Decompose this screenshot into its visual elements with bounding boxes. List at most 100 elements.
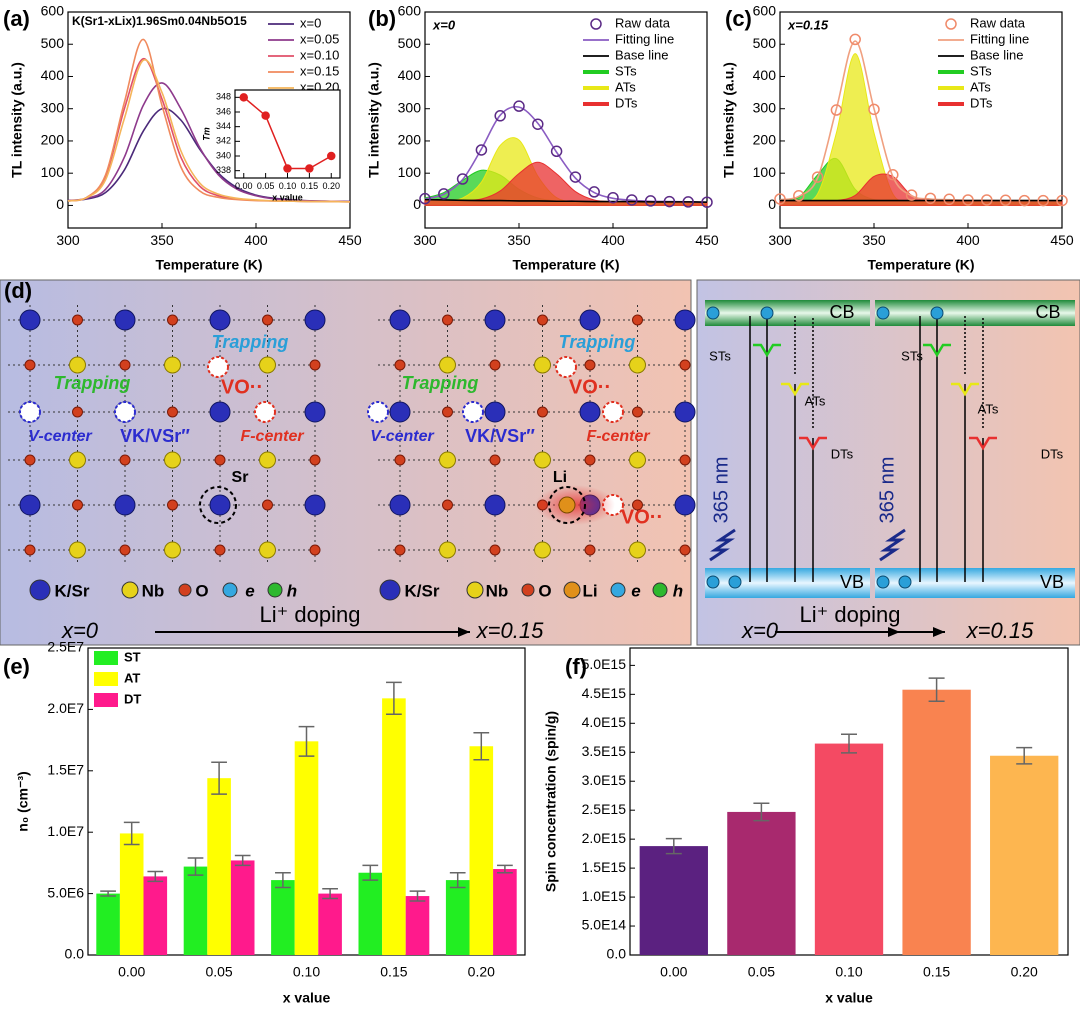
y-tick-label: 4.0E15	[582, 714, 627, 730]
y-tick-label: 0	[413, 196, 421, 212]
panel-label: (b)	[368, 6, 396, 31]
o-atom	[309, 544, 321, 556]
o-atom	[537, 314, 548, 326]
y-tick-label: 300	[41, 99, 65, 115]
ks-atom	[674, 494, 696, 516]
data-point	[701, 196, 713, 208]
legend-label: STs	[615, 63, 637, 78]
nb-atom	[629, 541, 646, 559]
diagram-text: Li	[582, 581, 597, 600]
legend-label: DTs	[615, 95, 638, 110]
y-tick-label: 200	[398, 132, 422, 148]
diagram-text: V-center	[370, 428, 434, 445]
trap-level	[799, 436, 827, 451]
arrow-head	[458, 627, 470, 637]
data-point	[419, 192, 431, 205]
diagram-text: x=0.15	[966, 618, 1034, 643]
legend-glyph	[379, 579, 401, 601]
data-point	[811, 171, 824, 183]
data-point	[644, 195, 657, 207]
diagram-text: Li⁺ doping	[800, 602, 901, 627]
data-point	[849, 33, 861, 46]
diagram-text: O	[538, 581, 551, 600]
error-bar	[1016, 746, 1033, 765]
diagram-text: x=0	[61, 618, 99, 643]
o-atom	[72, 406, 83, 418]
x-axis-label: x value	[283, 990, 331, 1006]
bar	[639, 846, 708, 955]
x-tick-label: 400	[601, 232, 625, 248]
ks-atom	[484, 309, 506, 331]
diagram-text: Trapping	[402, 373, 479, 393]
y-axis-label: n₀ (cm⁻³)	[15, 771, 31, 831]
error-bar	[298, 725, 315, 757]
o-atom	[394, 544, 406, 556]
diagram-text: VO··	[221, 376, 263, 398]
o-atom	[537, 406, 548, 418]
legend-label: x=0	[300, 15, 321, 30]
legend-swatch	[938, 102, 964, 106]
data-point	[830, 104, 843, 116]
data-point	[588, 186, 600, 198]
x-axis-label: x value	[272, 192, 303, 202]
ks-atom	[484, 494, 506, 516]
o-atom	[632, 499, 643, 511]
legend-swatch	[94, 651, 118, 665]
nb-atom	[534, 451, 551, 469]
o-atom	[442, 406, 453, 418]
x-tick-label: 450	[1050, 232, 1074, 248]
legend-swatch	[583, 70, 609, 74]
y-tick-label: 500	[398, 35, 422, 51]
electron	[876, 306, 890, 320]
ks-atom	[114, 309, 136, 331]
legend-glyph	[466, 581, 484, 599]
diagram-text: e	[631, 581, 640, 600]
o-atom	[584, 454, 596, 466]
x-axis-label: x value	[825, 990, 873, 1006]
electron	[706, 575, 720, 589]
photon	[709, 528, 736, 562]
o-atom	[584, 544, 596, 556]
legend-label: STs	[970, 63, 992, 78]
y-tick-label: 1.0E15	[582, 888, 627, 904]
vacancy	[602, 401, 624, 423]
y-axis-label: TL intensity (a.u.)	[721, 62, 737, 178]
y-axis-label: Spin concentration (spin/g)	[543, 711, 559, 892]
data-point	[513, 100, 525, 112]
x-tick-label: 0.00	[118, 964, 145, 980]
x-tick-label: 0.20	[1011, 964, 1038, 980]
cb-band	[875, 300, 1075, 326]
site-marker	[199, 486, 237, 524]
o-atom	[632, 406, 643, 418]
y-tick-label: 300	[398, 99, 422, 115]
ks-atom	[674, 401, 696, 423]
nb-atom	[164, 451, 181, 469]
vacancy	[114, 401, 136, 423]
legend-swatch	[583, 86, 609, 90]
o-atom	[167, 314, 178, 326]
ks-atom	[484, 401, 506, 423]
x-tick-label: 0.05	[205, 964, 232, 980]
diagram-text: VB	[840, 572, 864, 592]
electron	[706, 306, 720, 320]
plot-frame	[67, 11, 351, 229]
legend-glyph	[652, 582, 668, 598]
vacancy	[367, 401, 389, 423]
bar	[358, 872, 383, 955]
bar	[814, 743, 884, 955]
bar	[96, 893, 120, 955]
annotation: x=0.15	[787, 17, 829, 32]
o-atom	[119, 454, 131, 466]
panel-label: (e)	[3, 654, 30, 679]
y-tick-label: 600	[753, 3, 777, 19]
legend-glyph	[29, 579, 51, 601]
diagram-text: CB	[1035, 302, 1060, 322]
x-axis-label: Temperature (K)	[155, 257, 262, 273]
diagram-text: K/Sr	[55, 581, 90, 600]
nb-atom	[439, 356, 456, 374]
trap-level	[969, 436, 997, 451]
bar	[727, 811, 796, 955]
y-tick-label: 1.5E7	[47, 762, 84, 778]
diagram-text: VO··	[569, 376, 611, 398]
error-bar	[928, 677, 945, 703]
